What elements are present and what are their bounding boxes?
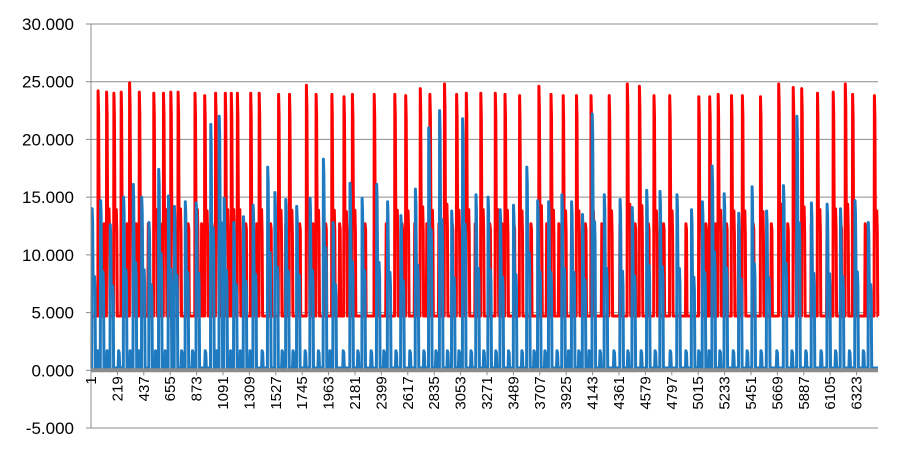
- y-tick-label: 30.000: [22, 15, 74, 34]
- y-axis-ticks: 30.000 25.000 20.000 15.000 10.000 5.000 0.000…: [22, 15, 74, 438]
- x-tick-label: 1091: [215, 376, 232, 409]
- x-tick-label: 655: [162, 376, 179, 401]
- x-tick-label: 5451: [743, 376, 760, 409]
- x-tick-label: 5015: [690, 376, 707, 409]
- y-tick-label: 15.000: [22, 188, 74, 207]
- x-tick-label: 873: [189, 376, 206, 401]
- x-tick-label: 5233: [717, 376, 734, 409]
- x-axis-ticks: 1 219 437 655 873 1091 1309 1527 1745 1963 2181 239…: [83, 376, 866, 409]
- x-tick-label: 2399: [373, 376, 390, 409]
- x-tick-label: 4797: [664, 376, 681, 409]
- x-tick-label: 5669: [769, 376, 786, 409]
- series-blue-line: [90, 109, 878, 370]
- x-tick-label: 3707: [532, 376, 549, 409]
- y-tick-label: 20.000: [22, 130, 74, 149]
- x-tick-label: 219: [109, 376, 126, 401]
- y-tick-label: 5.000: [31, 304, 74, 323]
- x-tick-label: 1527: [268, 376, 285, 409]
- x-tick-label: 4579: [637, 376, 654, 409]
- x-tick-label: 6105: [822, 376, 839, 409]
- series-lines: [90, 81, 880, 370]
- x-tick-label: 3489: [505, 376, 522, 409]
- x-tick-label: 6323: [849, 376, 866, 409]
- x-tick-label: 3925: [558, 376, 575, 409]
- x-tick-label: 2617: [400, 376, 417, 409]
- x-tick-label: 1309: [241, 376, 258, 409]
- x-tick-label: 3271: [479, 376, 496, 409]
- x-tick-label: 2835: [426, 376, 443, 409]
- x-tick-label: 1745: [294, 376, 311, 409]
- x-tick-label: 3053: [453, 376, 470, 409]
- y-tick-label: 10.000: [22, 246, 74, 265]
- y-tick-label: -5.000: [26, 419, 74, 438]
- axes: [86, 23, 878, 429]
- y-tick-label: 0.000: [31, 361, 74, 380]
- x-tick-label: 4143: [585, 376, 602, 409]
- y-tick-label: 25.000: [22, 73, 74, 92]
- x-tick-label: 4361: [611, 376, 628, 409]
- x-tick-label: 5887: [796, 376, 813, 409]
- x-tick-label: 1963: [321, 376, 338, 409]
- x-tick-label: 1: [83, 376, 100, 384]
- x-tick-label: 437: [136, 376, 153, 401]
- x-tick-label: 2181: [347, 376, 364, 409]
- series-red-line: [91, 81, 880, 318]
